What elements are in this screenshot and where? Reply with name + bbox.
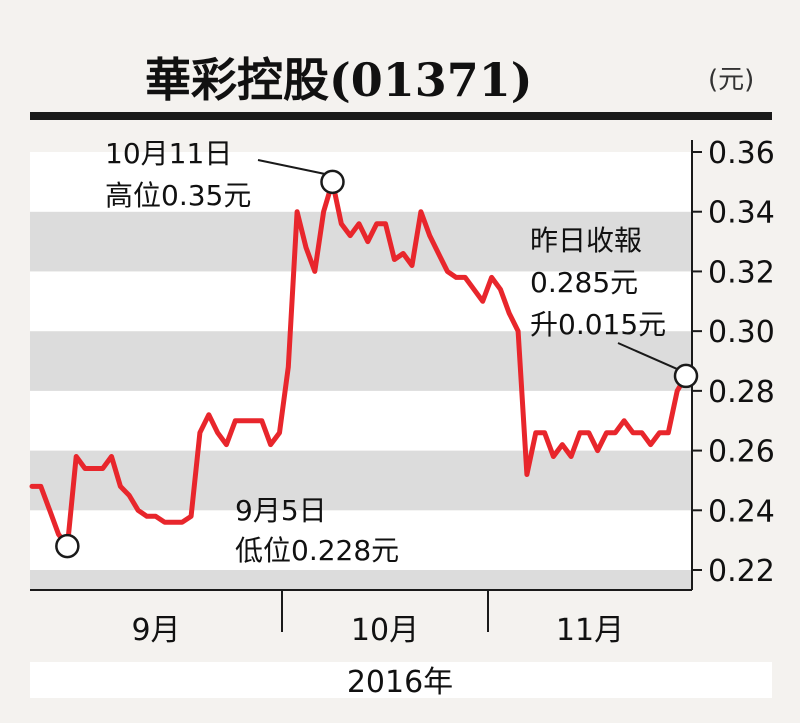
close-marker — [673, 363, 699, 389]
low-marker — [55, 533, 80, 559]
y-tick-label: 0.22 — [708, 554, 775, 589]
y-tick-label: 0.32 — [708, 255, 775, 290]
grid-band — [30, 152, 692, 212]
chart-title: 華彩控股(01371) — [145, 53, 533, 107]
close-annotation-label: 昨日收報 — [530, 224, 642, 257]
grid-band — [30, 271, 692, 332]
close-leader-line — [617, 342, 678, 370]
y-tick-label: 0.30 — [708, 315, 775, 350]
y-tick-label: 0.36 — [708, 136, 775, 171]
y-tick-label: 0.28 — [708, 375, 775, 410]
price-line — [29, 179, 689, 549]
high-annotation-date: 10月11日 — [105, 137, 232, 170]
y-tick-label: 0.24 — [708, 494, 775, 529]
grid-band — [30, 390, 692, 451]
high-marker — [320, 169, 345, 195]
high-leader-line — [257, 159, 325, 175]
grid-band — [30, 570, 692, 590]
high-annotation-value: 高位0.35元 — [105, 179, 251, 212]
month-label: 10月 — [351, 613, 419, 648]
month-label: 11月 — [556, 613, 624, 648]
close-annotation-value: 0.285元 — [530, 266, 638, 299]
title-rule — [30, 112, 772, 120]
grid-band — [30, 510, 692, 570]
year-band — [30, 662, 772, 698]
month-label: 9月 — [131, 613, 180, 648]
y-tick-label: 0.26 — [708, 435, 775, 470]
low-annotation-date: 9月5日 — [235, 494, 327, 527]
grid-band — [30, 450, 692, 511]
year-label: 2016年 — [347, 665, 453, 700]
grid-band — [30, 331, 692, 391]
grid-band — [30, 211, 692, 272]
y-tick-label: 0.34 — [708, 196, 775, 231]
close-annotation-change: 升0.015元 — [530, 308, 666, 341]
low-annotation-value: 低位0.228元 — [235, 534, 399, 567]
unit-label: (元) — [708, 65, 754, 95]
